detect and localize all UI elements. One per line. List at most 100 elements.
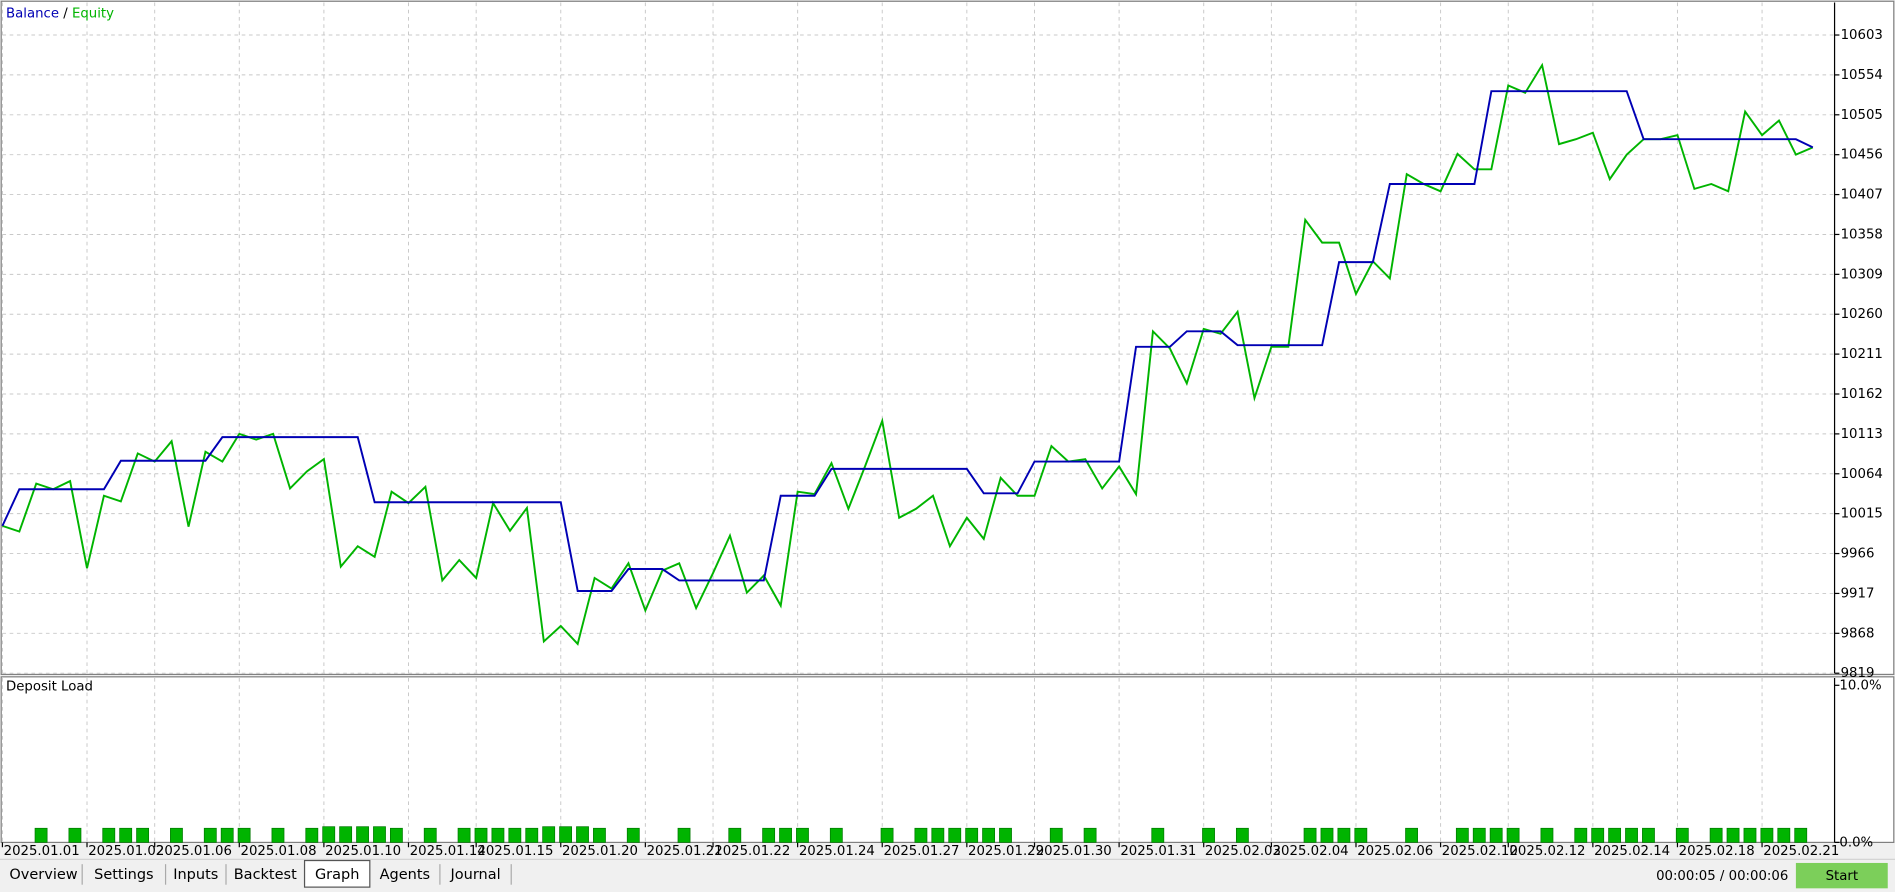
x-tick-label: 2025.02.03 [1205, 844, 1281, 859]
bar [373, 826, 386, 843]
y-tick-label: 10554 [1841, 68, 1883, 83]
y-tick-label: 9917 [1841, 586, 1875, 601]
bar [474, 827, 488, 843]
tab[interactable]: Backtest [234, 867, 297, 883]
main-panel [0, 0, 1895, 676]
y-tick-label: 10162 [1841, 387, 1883, 402]
start-button-label[interactable]: Start [1826, 869, 1858, 884]
legend-separator: / [63, 6, 68, 21]
bar [170, 827, 183, 843]
bar [1049, 827, 1063, 843]
legend-entry: Equity [72, 6, 114, 21]
bar [1642, 827, 1655, 843]
x-tick-label: 2025.01.08 [241, 844, 317, 859]
bar [1337, 827, 1351, 843]
bar [119, 827, 133, 843]
bar [237, 827, 251, 843]
x-tick-label: 2025.01.21 [647, 844, 723, 859]
start-button[interactable] [1795, 862, 1888, 889]
y-tick-label: 10505 [1841, 108, 1883, 123]
bar [34, 827, 48, 843]
tab[interactable]: Graph [315, 867, 359, 883]
legend-entry: Balance [6, 6, 59, 21]
tab[interactable]: Journal [449, 867, 500, 883]
bar [559, 826, 573, 843]
y-tick-label: 9868 [1841, 626, 1875, 641]
bar [1726, 827, 1740, 843]
bar [1472, 827, 1486, 843]
legend: Balance / Equity [6, 6, 114, 21]
bar [880, 827, 894, 843]
x-tick-label: 2025.01.15 [477, 844, 553, 859]
y-tick-label: 10.0% [1839, 678, 1881, 693]
tab[interactable]: Settings [94, 867, 153, 883]
bar [1540, 827, 1554, 843]
bar [728, 827, 742, 843]
bar [1794, 827, 1808, 843]
bar [1354, 827, 1368, 843]
bar [508, 827, 522, 843]
y-tick-label: 10456 [1841, 148, 1883, 163]
bar [1151, 827, 1165, 843]
chart-title: Deposit Load [6, 680, 93, 695]
y-tick-label: 10064 [1841, 467, 1883, 482]
x-tick-label: 2025.01.24 [799, 844, 875, 859]
y-tick-label: 9966 [1841, 547, 1875, 562]
bar [1303, 827, 1317, 843]
y-tick-label: 0.0% [1839, 835, 1873, 850]
x-tick-label: 2025.01.01 [4, 844, 80, 859]
tab[interactable]: Overview [9, 867, 77, 883]
bar [796, 827, 809, 843]
x-tick-label: 2025.02.10 [1442, 844, 1518, 859]
y-tick-label: 9819 [1841, 666, 1875, 681]
bar [491, 827, 505, 843]
bar [914, 827, 928, 843]
bar [999, 827, 1012, 843]
bar [1320, 827, 1334, 843]
bar [1455, 827, 1469, 843]
bar [322, 826, 336, 843]
y-tick-label: 10358 [1841, 227, 1883, 242]
y-tick-label: 10015 [1841, 507, 1883, 522]
bar [220, 827, 234, 843]
series-line [2, 62, 1814, 646]
bar [68, 827, 82, 843]
bar [965, 827, 979, 843]
bar [339, 826, 353, 843]
bar [356, 826, 369, 843]
deposit-panel [0, 676, 1895, 844]
bar [1625, 827, 1638, 843]
bar [779, 827, 792, 843]
bar [271, 827, 285, 843]
bar [1202, 827, 1215, 843]
x-tick-label: 2025.02.04 [1273, 844, 1349, 859]
y-tick-label: 10113 [1841, 427, 1883, 442]
bar [829, 827, 843, 843]
bar [1591, 827, 1605, 843]
x-tick-label: 2025.01.27 [883, 844, 959, 859]
bar [102, 827, 116, 843]
x-tick-label: 2025.01.10 [325, 844, 401, 859]
x-tick-label: 2025.02.18 [1679, 844, 1755, 859]
bar [1760, 827, 1774, 843]
tab-active[interactable] [303, 859, 371, 888]
bar [1709, 827, 1723, 843]
bar [1405, 827, 1418, 843]
tab[interactable]: Inputs [173, 867, 218, 883]
bar [576, 826, 589, 843]
y-tick-label: 10211 [1841, 347, 1883, 362]
bar [762, 827, 776, 843]
x-tick-label: 2025.02.21 [1763, 844, 1839, 859]
x-tick-label: 2025.02.06 [1357, 844, 1433, 859]
x-tick-label: 2025.01.06 [156, 844, 232, 859]
bar [1743, 827, 1757, 843]
bar [1608, 827, 1622, 843]
bar [1083, 827, 1097, 843]
x-tick-label: 2025.01.14 [410, 844, 486, 859]
timer: 00:00:05 / 00:00:06 [1656, 869, 1788, 884]
x-tick-label: 2025.01.22 [714, 844, 790, 859]
bar [1506, 827, 1520, 843]
tab[interactable]: Agents [380, 867, 430, 883]
x-tick-label: 2025.01.29 [968, 844, 1044, 859]
